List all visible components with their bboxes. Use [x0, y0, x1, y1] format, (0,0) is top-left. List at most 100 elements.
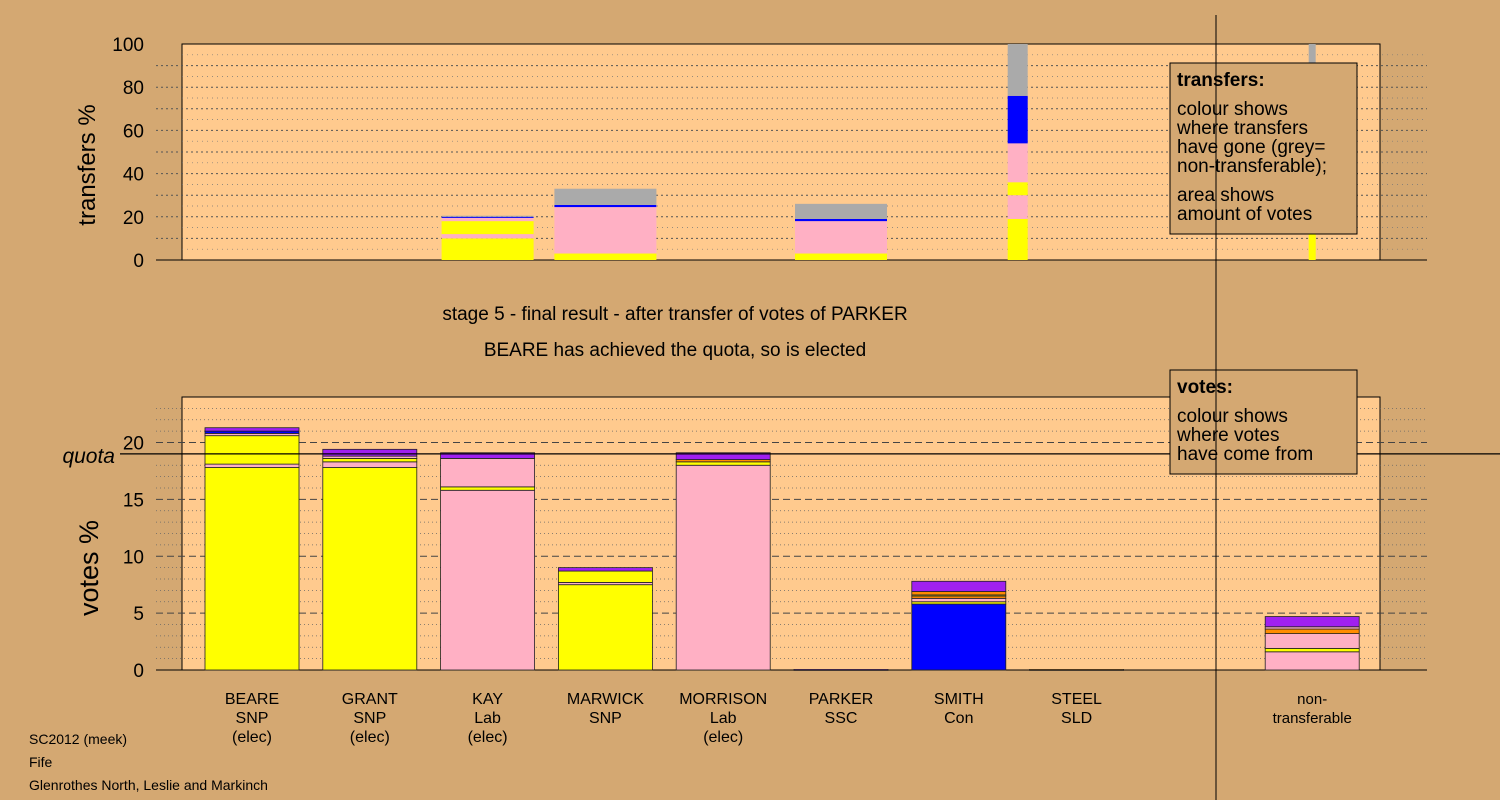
vote-bar [204, 427, 300, 671]
vote-segment [558, 584, 653, 671]
transfer-segment [441, 234, 534, 239]
candidate-name-label: GRANT [342, 691, 398, 708]
transfer-segment [795, 221, 887, 254]
votes-legend: votes: colour shows where votes have com… [1169, 369, 1358, 475]
votes-legend-line: colour shows [1177, 406, 1288, 427]
stage-subtitle: BEARE has achieved the quota, so is elec… [484, 340, 866, 361]
transfer-segment [441, 215, 534, 217]
vote-segment [1264, 616, 1360, 628]
candidate-party-label: SLD [1061, 710, 1092, 727]
transfer-bar [441, 215, 534, 260]
y-axis-label: votes % [74, 520, 104, 616]
transfer-segment [441, 217, 534, 222]
vote-segment [1264, 633, 1360, 649]
candidate-name-label: MARWICK [567, 691, 644, 708]
vote-segment [440, 489, 536, 671]
vote-segment [793, 669, 889, 671]
footer-ward: Glenrothes North, Leslie and Markinch [29, 777, 268, 793]
candidate-name-label: non- [1297, 691, 1327, 708]
vote-segment [322, 461, 418, 468]
y-tick-label: 20 [123, 434, 144, 455]
transfer-segment [1007, 218, 1028, 260]
vote-segment [440, 486, 536, 491]
transfer-segment [554, 188, 657, 205]
stage-title: stage 5 - final result - after transfer … [442, 304, 907, 325]
y-tick-label: 20 [123, 208, 144, 229]
candidate-status-label: (elec) [703, 729, 743, 746]
y-tick-label: 80 [123, 78, 144, 99]
y-axis-label: transfers % [74, 104, 101, 225]
vote-bar [675, 452, 771, 671]
y-tick-label: 5 [133, 604, 144, 625]
vote-bar [440, 452, 536, 671]
vote-segment [911, 597, 1007, 603]
candidate-party-label: Lab [474, 710, 501, 727]
transfer-segment [441, 221, 534, 235]
transfers-legend-box [1169, 62, 1358, 235]
candidate-status-label: (elec) [468, 729, 508, 746]
y-tick-label: 100 [112, 35, 144, 56]
transfer-segment [795, 218, 887, 222]
transfers-legend-line: non-transferable); [1177, 156, 1327, 177]
vote-segment [440, 458, 536, 488]
vote-segment [322, 448, 418, 457]
vote-segment [1264, 628, 1360, 634]
votes-legend-box [1169, 369, 1358, 475]
transfers-legend-line: have gone (grey= [1177, 137, 1325, 158]
y-tick-label: 40 [123, 165, 144, 186]
candidate-party-label: Con [944, 710, 973, 727]
candidate-name-label: BEARE [225, 691, 279, 708]
vote-segment [675, 452, 771, 460]
transfer-segment [1308, 227, 1316, 260]
candidate-party-label: Lab [710, 710, 737, 727]
vote-segment [440, 452, 536, 459]
candidate-name-label: MORRISON [679, 691, 767, 708]
vote-segment [322, 467, 418, 671]
vote-segment [204, 463, 300, 468]
y-tick-label: 0 [133, 661, 144, 682]
vote-bar [1264, 616, 1360, 671]
vote-segment [911, 603, 1007, 671]
candidate-name-label: STEEL [1051, 691, 1102, 708]
vote-bar [911, 580, 1007, 671]
transfers-legend-line: amount of votes [1177, 204, 1312, 225]
transfer-segment [1007, 95, 1028, 144]
candidate-name-label: PARKER [809, 691, 874, 708]
transfer-segment [1007, 182, 1028, 196]
transfer-segment [554, 207, 657, 254]
candidate-name-label: KAY [472, 691, 503, 708]
votes-legend-title: votes: [1177, 377, 1233, 398]
votes-legend-line: have come from [1177, 444, 1313, 465]
vote-bar [558, 567, 653, 671]
vote-bar [322, 448, 418, 671]
vote-segment [558, 570, 653, 583]
transfer-segment [1007, 44, 1028, 96]
transfers-legend-line: area shows [1177, 185, 1274, 206]
candidate-status-label: (elec) [350, 729, 390, 746]
votes-legend-line: where votes [1176, 425, 1279, 446]
candidate-party-label: transferable [1273, 710, 1352, 727]
vote-segment [1264, 647, 1360, 653]
vote-bar [1029, 669, 1124, 671]
footer-election: SC2012 (meek) [29, 731, 128, 747]
candidate-party-label: SNP [236, 710, 269, 727]
candidate-party-label: SNP [589, 710, 622, 727]
transfers-legend-line: where transfers [1176, 118, 1308, 139]
vote-segment [911, 580, 1007, 592]
vote-segment [911, 591, 1007, 596]
vote-bar [793, 669, 889, 671]
vote-segment [558, 567, 653, 572]
transfer-segment [441, 216, 534, 218]
y-tick-label: 0 [133, 251, 144, 272]
transfers-legend-line: colour shows [1177, 99, 1288, 120]
transfer-segment [554, 253, 657, 260]
vote-segment [675, 464, 771, 671]
transfers-legend: transfers: colour shows where transfers … [1169, 62, 1358, 235]
quota-label: quota [62, 445, 115, 468]
candidate-party-label: SNP [353, 710, 386, 727]
candidate-status-label: (elec) [232, 729, 272, 746]
vote-segment [1029, 669, 1124, 671]
transfer-bar [554, 188, 657, 260]
vote-segment [675, 461, 771, 466]
candidate-party-label: SSC [825, 710, 858, 727]
